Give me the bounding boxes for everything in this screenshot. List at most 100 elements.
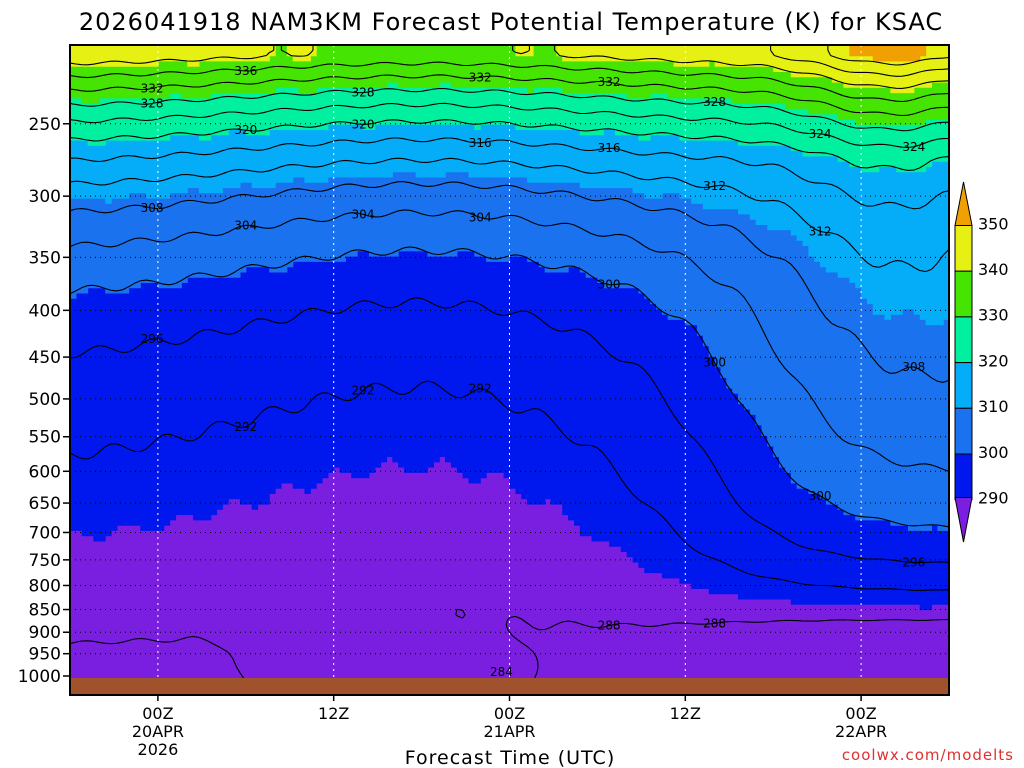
credit-text: coolwx.com/modelts bbox=[842, 746, 1014, 764]
contour-label-text: 304 bbox=[469, 210, 492, 224]
colorbar-label: 320 bbox=[978, 351, 1009, 370]
contour-line-320 bbox=[70, 119, 949, 171]
contour-label-text: 288 bbox=[598, 619, 621, 633]
contour-label: 296 bbox=[141, 332, 164, 346]
colorbar-label: 330 bbox=[978, 306, 1009, 325]
contour-label: 296 bbox=[902, 556, 925, 570]
contour-label: 316 bbox=[598, 141, 621, 155]
contour-line-296 bbox=[70, 297, 949, 564]
contour-label-text: 304 bbox=[352, 207, 375, 221]
ground-surface bbox=[70, 678, 949, 695]
y-tick-label: 400 bbox=[29, 301, 61, 321]
y-tick-label: 800 bbox=[29, 576, 61, 596]
contour-line-316 bbox=[70, 137, 949, 210]
contour-line-288 bbox=[70, 608, 949, 679]
contour-label: 324 bbox=[809, 127, 832, 141]
contour-label: 288 bbox=[598, 619, 621, 633]
contour-label: 288 bbox=[703, 616, 726, 630]
contour-label: 324 bbox=[902, 140, 925, 154]
contour-label-text: 292 bbox=[469, 382, 492, 396]
y-tick-label: 600 bbox=[29, 462, 61, 482]
contour-label-text: 332 bbox=[598, 75, 621, 89]
contour-fills bbox=[70, 45, 949, 679]
contour-label-text: 288 bbox=[703, 616, 726, 630]
contour-label-text: 320 bbox=[234, 123, 257, 137]
fill-band-6 bbox=[70, 45, 949, 94]
colorbar-top-arrow bbox=[954, 181, 973, 226]
contour-line-336 bbox=[70, 61, 949, 103]
y-tick-label: 450 bbox=[29, 348, 61, 368]
colorbar-label: 350 bbox=[978, 214, 1009, 233]
y-tick-label: 700 bbox=[29, 523, 61, 543]
contour-label-text: 284 bbox=[490, 665, 513, 679]
colorbar-bottom-arrow bbox=[954, 497, 973, 543]
contour-label: 332 bbox=[469, 70, 492, 84]
x-tick-label: 12Z bbox=[670, 704, 701, 723]
contour-label-text: 308 bbox=[902, 360, 925, 374]
contour-label-text: 332 bbox=[141, 82, 164, 96]
contour-label: 304 bbox=[352, 207, 375, 221]
contour-label: 308 bbox=[141, 201, 164, 215]
colorbar-label: 290 bbox=[978, 489, 1009, 508]
y-tick-label: 550 bbox=[29, 428, 61, 448]
y-tick-label: 500 bbox=[29, 390, 61, 410]
contour-label-text: 336 bbox=[234, 64, 257, 78]
colorbar-segment bbox=[954, 407, 973, 455]
fill-band-5 bbox=[70, 45, 949, 125]
contour-label: 328 bbox=[141, 97, 164, 111]
contour-label-text: 296 bbox=[902, 556, 925, 570]
x-tick-label: 00Z bbox=[142, 704, 173, 723]
contour-label: 332 bbox=[141, 82, 164, 96]
y-tick-label: 850 bbox=[29, 601, 61, 621]
contour-label-text: 312 bbox=[809, 224, 832, 238]
contour-label: 292 bbox=[352, 384, 375, 398]
fill-band-2 bbox=[70, 171, 949, 531]
contour-label-text: 328 bbox=[141, 97, 164, 111]
contour-label: 320 bbox=[234, 123, 257, 137]
contour-label-text: 292 bbox=[352, 384, 375, 398]
contour-line-292 bbox=[70, 380, 949, 591]
y-tick-label: 900 bbox=[29, 623, 61, 643]
contour-label: 292 bbox=[234, 420, 257, 434]
contour-label-text: 316 bbox=[598, 141, 621, 155]
x-tick-label: 00Z bbox=[845, 704, 876, 723]
contour-label: 332 bbox=[598, 75, 621, 89]
y-tick-label: 950 bbox=[29, 645, 61, 665]
y-tick-label: 350 bbox=[29, 248, 61, 268]
colorbar-label: 340 bbox=[978, 260, 1009, 279]
contour-line-304 bbox=[70, 209, 949, 472]
contour-label: 304 bbox=[469, 210, 492, 224]
contour-label: 336 bbox=[234, 64, 257, 78]
contour-label: 328 bbox=[703, 95, 726, 109]
contour-label: 312 bbox=[703, 179, 726, 193]
contour-label-text: 324 bbox=[902, 140, 925, 154]
contour-lines bbox=[70, 45, 949, 679]
contour-label: 292 bbox=[469, 382, 492, 396]
contour-label-text: 300 bbox=[809, 489, 832, 503]
contour-line-344 bbox=[770, 45, 949, 77]
x-axis-label: Forecast Time (UTC) bbox=[405, 747, 615, 768]
contour-label-text: 324 bbox=[809, 127, 832, 141]
x-tick-sublabel: 2026 bbox=[138, 740, 179, 759]
colorbar-segment bbox=[954, 270, 973, 318]
contour-label: 300 bbox=[598, 278, 621, 292]
contour-label-text: 304 bbox=[234, 218, 257, 232]
contour-label-text: 320 bbox=[352, 117, 375, 131]
contour-line-348 bbox=[827, 45, 949, 66]
x-tick-sublabel: 21APR bbox=[483, 722, 535, 741]
x-tick-label: 00Z bbox=[494, 704, 525, 723]
contour-label: 308 bbox=[902, 360, 925, 374]
contour-label-text: 316 bbox=[469, 136, 492, 150]
colorbar-segment bbox=[954, 316, 973, 364]
contour-label: 312 bbox=[809, 224, 832, 238]
x-tick-sublabel: 22APR bbox=[835, 722, 887, 741]
contour-label-text: 300 bbox=[703, 356, 726, 370]
contour-label-text: 300 bbox=[598, 278, 621, 292]
contour-line-328 bbox=[70, 87, 949, 132]
x-tick-sublabel: 20APR bbox=[132, 722, 184, 741]
